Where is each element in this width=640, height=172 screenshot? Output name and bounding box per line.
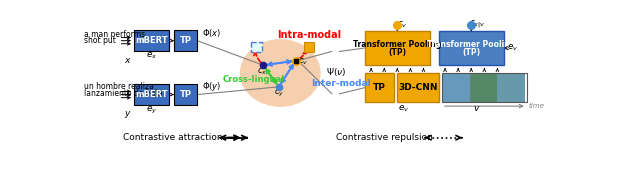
Text: $x$: $x$ <box>124 56 132 65</box>
Text: (TP): (TP) <box>388 48 406 57</box>
FancyBboxPatch shape <box>497 73 525 102</box>
Text: mBERT: mBERT <box>135 36 168 45</box>
Text: Intra-modal: Intra-modal <box>276 30 341 40</box>
FancyBboxPatch shape <box>134 30 170 51</box>
Text: 3D-CNN: 3D-CNN <box>398 83 438 92</box>
Text: TP: TP <box>180 36 191 45</box>
Text: $c_v$: $c_v$ <box>298 56 308 67</box>
Text: $c_v$: $c_v$ <box>397 19 407 30</box>
Text: Contrastive repulsion: Contrastive repulsion <box>336 133 433 142</box>
Text: TP: TP <box>373 83 386 92</box>
FancyBboxPatch shape <box>365 73 394 102</box>
FancyBboxPatch shape <box>134 84 170 105</box>
Text: $e_x$: $e_x$ <box>146 51 157 61</box>
Text: lanzamiento de bala: lanzamiento de bala <box>84 89 163 98</box>
Text: mBERT: mBERT <box>135 90 168 99</box>
Text: Transformer Pooling: Transformer Pooling <box>427 40 515 49</box>
Text: $e_v$: $e_v$ <box>398 103 409 114</box>
FancyBboxPatch shape <box>439 31 504 65</box>
Text: un hombre realiza: un hombre realiza <box>84 82 154 91</box>
Text: $c_{x|v}$: $c_{x|v}$ <box>469 18 486 31</box>
FancyBboxPatch shape <box>365 31 429 65</box>
Text: TP: TP <box>180 90 191 99</box>
Text: $c_x$: $c_x$ <box>257 66 268 77</box>
Text: Cross-lingual: Cross-lingual <box>223 75 285 84</box>
Text: $e_y$: $e_y$ <box>146 104 157 116</box>
Text: a man performs: a man performs <box>84 30 145 39</box>
Ellipse shape <box>240 39 321 107</box>
FancyBboxPatch shape <box>470 73 497 102</box>
FancyBboxPatch shape <box>397 73 439 102</box>
Text: (TP): (TP) <box>462 48 480 57</box>
Text: $c_y$: $c_y$ <box>275 88 285 99</box>
FancyBboxPatch shape <box>174 30 197 51</box>
FancyBboxPatch shape <box>251 42 262 52</box>
Text: Transformer Pooling: Transformer Pooling <box>353 40 442 49</box>
Text: Contrastive attraction: Contrastive attraction <box>123 133 222 142</box>
FancyBboxPatch shape <box>442 73 470 102</box>
Text: $\Phi(y)$: $\Phi(y)$ <box>202 80 221 93</box>
FancyBboxPatch shape <box>174 84 197 105</box>
Text: $v$: $v$ <box>473 104 481 113</box>
Text: time: time <box>529 103 545 109</box>
Text: shot put: shot put <box>84 36 116 45</box>
Text: $e_v$: $e_v$ <box>508 43 519 53</box>
FancyBboxPatch shape <box>304 42 314 52</box>
Text: $\Psi(\nu)$: $\Psi(\nu)$ <box>326 66 346 78</box>
Text: Inter-modal: Inter-modal <box>311 79 371 88</box>
Text: $\Phi(x)$: $\Phi(x)$ <box>202 27 221 39</box>
Text: $y$: $y$ <box>124 109 132 120</box>
